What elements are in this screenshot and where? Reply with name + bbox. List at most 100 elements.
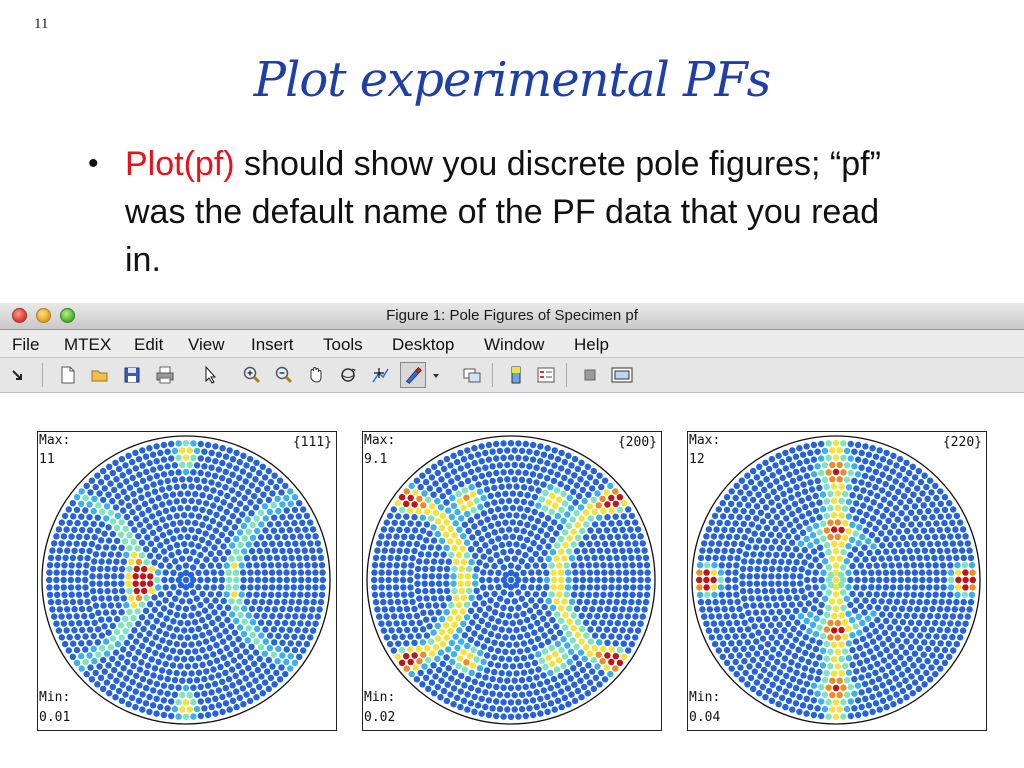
pole-point (818, 551, 825, 559)
pole-point (60, 584, 67, 591)
new-figure-icon[interactable] (58, 365, 78, 385)
pole-point (858, 674, 865, 681)
pole-point (762, 649, 770, 656)
pole-point (81, 613, 88, 620)
open-folder-icon[interactable] (90, 365, 110, 385)
save-icon[interactable] (122, 365, 142, 385)
colorbar-icon[interactable] (506, 365, 526, 385)
pole-point (101, 530, 108, 537)
pole-point (162, 584, 169, 591)
pole-point (256, 655, 263, 663)
menu-help[interactable]: Help (574, 335, 609, 354)
pole-point (102, 544, 110, 551)
window-titlebar[interactable]: Figure 1: Pole Figures of Specimen pf (0, 303, 1024, 330)
pole-point (240, 452, 247, 459)
pole-point (312, 584, 319, 591)
pole-point (67, 584, 75, 591)
pole-point (827, 533, 834, 541)
pole-point (440, 687, 448, 695)
pole-point (558, 605, 565, 612)
pole-point (450, 452, 457, 459)
pole-point (230, 657, 238, 664)
pole-point (849, 506, 856, 514)
pole-point (488, 538, 495, 545)
pole-figure-220[interactable]: Max: 12 Min: 0.04 {220} (687, 431, 987, 731)
pole-point (226, 706, 233, 713)
pole-point (587, 626, 594, 633)
print-icon[interactable] (155, 365, 175, 385)
pole-point (489, 705, 496, 712)
pole-point (870, 543, 877, 550)
pole-point (776, 608, 783, 616)
dock-arrow-icon[interactable] (8, 365, 28, 385)
pointer-icon[interactable] (200, 365, 220, 385)
zoom-window-button[interactable] (60, 308, 75, 323)
pole-point (760, 609, 767, 616)
pole-point (454, 694, 461, 702)
link-plot-icon[interactable] (462, 365, 482, 385)
pole-point (498, 527, 505, 534)
pole-point (543, 569, 550, 576)
legend-icon[interactable] (536, 365, 556, 385)
pole-point (533, 703, 540, 711)
pole-point (919, 576, 926, 584)
pole-point (428, 638, 435, 645)
pole-point (603, 527, 611, 534)
pole-point (847, 698, 854, 705)
pole-point (386, 512, 394, 520)
pole-point (497, 558, 504, 565)
brush-dropdown-icon[interactable] (431, 365, 441, 385)
pole-point (396, 606, 403, 613)
pole-point (865, 591, 873, 598)
pole-point (619, 606, 626, 613)
pole-point (788, 614, 796, 621)
zoom-in-icon[interactable] (242, 365, 262, 385)
pole-point (450, 701, 457, 708)
menu-view[interactable]: View (188, 335, 225, 354)
pole-point (171, 462, 179, 469)
pole-point (139, 642, 146, 650)
pole-point (912, 515, 919, 522)
pole-point (216, 632, 223, 639)
menu-edit[interactable]: Edit (134, 335, 164, 354)
rotate-3d-icon[interactable] (338, 365, 358, 385)
pole-point (911, 540, 918, 548)
pole-point (487, 630, 495, 638)
pole-point (533, 479, 540, 486)
menu-tools[interactable]: Tools (323, 335, 363, 354)
pole-point (898, 482, 906, 489)
menu-mtex[interactable]: MTEX (64, 335, 112, 354)
show-plot-tools-icon[interactable] (610, 365, 634, 385)
pole-point (203, 569, 210, 576)
menu-file[interactable]: File (12, 335, 40, 354)
pole-point (125, 580, 132, 587)
pole-point (487, 597, 494, 604)
menu-window[interactable]: Window (484, 335, 545, 354)
pole-point (380, 627, 388, 634)
pole-point (768, 587, 776, 595)
pole-point (265, 656, 272, 664)
pole-point (92, 551, 100, 558)
data-cursor-icon[interactable] (370, 365, 390, 385)
close-window-button[interactable] (12, 308, 27, 323)
pole-point (430, 524, 437, 531)
pole-point (570, 665, 577, 672)
minimize-window-button[interactable] (36, 308, 51, 323)
pole-point (860, 584, 867, 591)
menu-desktop[interactable]: Desktop (392, 335, 455, 354)
pole-figure-111[interactable]: Max: 11 Min: 0.01 {111} (37, 431, 337, 731)
pole-point (106, 463, 113, 470)
pole-point (383, 540, 390, 547)
pole-point (836, 555, 843, 562)
pole-point (753, 503, 761, 510)
pole-point (73, 506, 81, 514)
zoom-out-icon[interactable] (274, 365, 294, 385)
pan-hand-icon[interactable] (306, 365, 326, 385)
menu-insert[interactable]: Insert (251, 335, 294, 354)
pole-figure-200[interactable]: Max: 9.1 Min: 0.02 {200} (362, 431, 662, 731)
hide-plot-tools-icon[interactable] (580, 365, 600, 385)
pole-point (733, 619, 741, 627)
pole-point (612, 488, 619, 495)
brush-icon[interactable] (400, 362, 426, 388)
pole-point (556, 591, 563, 598)
